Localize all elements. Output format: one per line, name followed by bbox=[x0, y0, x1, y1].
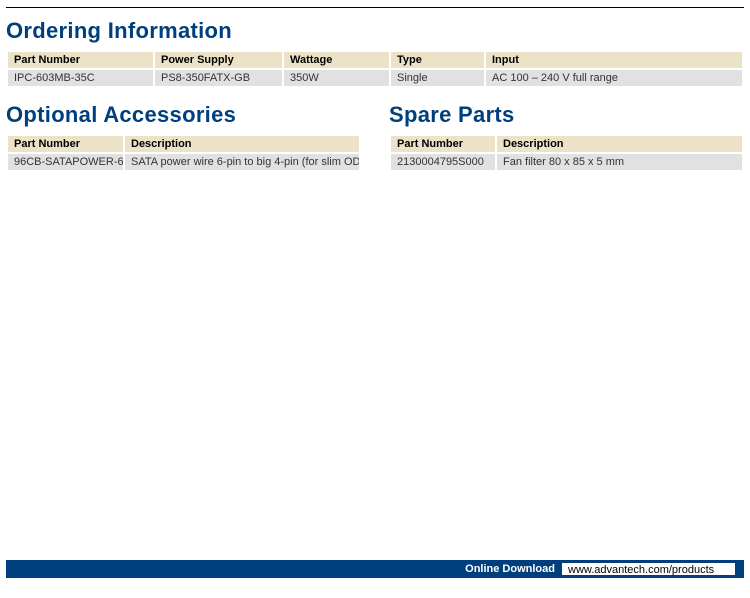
footer-label: Online Download bbox=[465, 563, 561, 575]
cell: 2130004795S000 bbox=[390, 153, 496, 171]
col-header: Part Number bbox=[7, 51, 154, 69]
ordering-info-table: Part Number Power Supply Wattage Type In… bbox=[6, 50, 744, 88]
ordering-info-heading: Ordering Information bbox=[6, 18, 744, 44]
table-row: 2130004795S000 Fan filter 80 x 85 x 5 mm bbox=[390, 153, 743, 171]
col-header: Wattage bbox=[283, 51, 390, 69]
top-divider bbox=[6, 7, 744, 8]
cell: Fan filter 80 x 85 x 5 mm bbox=[496, 153, 743, 171]
cell: PS8-350FATX-GB bbox=[154, 69, 283, 87]
optional-accessories-heading: Optional Accessories bbox=[6, 102, 361, 128]
spare-parts-heading: Spare Parts bbox=[389, 102, 744, 128]
col-header: Input bbox=[485, 51, 743, 69]
col-header: Part Number bbox=[7, 135, 124, 153]
col-header: Description bbox=[496, 135, 743, 153]
cell: 96CB-SATAPOWER-6P2 bbox=[7, 153, 124, 171]
optional-accessories-table: Part Number Description 96CB-SATAPOWER-6… bbox=[6, 134, 361, 172]
footer-url[interactable]: www.advantech.com/products bbox=[561, 562, 736, 576]
col-header: Power Supply bbox=[154, 51, 283, 69]
cell: Single bbox=[390, 69, 485, 87]
cell: AC 100 – 240 V full range bbox=[485, 69, 743, 87]
col-header: Part Number bbox=[390, 135, 496, 153]
spare-parts-table: Part Number Description 2130004795S000 F… bbox=[389, 134, 744, 172]
table-row: IPC-603MB-35C PS8-350FATX-GB 350W Single… bbox=[7, 69, 743, 87]
table-row: 96CB-SATAPOWER-6P2 SATA power wire 6-pin… bbox=[7, 153, 360, 171]
cell: IPC-603MB-35C bbox=[7, 69, 154, 87]
cell: 350W bbox=[283, 69, 390, 87]
col-header: Type bbox=[390, 51, 485, 69]
col-header: Description bbox=[124, 135, 360, 153]
footer-bar: Online Download www.advantech.com/produc… bbox=[6, 560, 744, 578]
cell: SATA power wire 6-pin to big 4-pin (for … bbox=[124, 153, 360, 171]
